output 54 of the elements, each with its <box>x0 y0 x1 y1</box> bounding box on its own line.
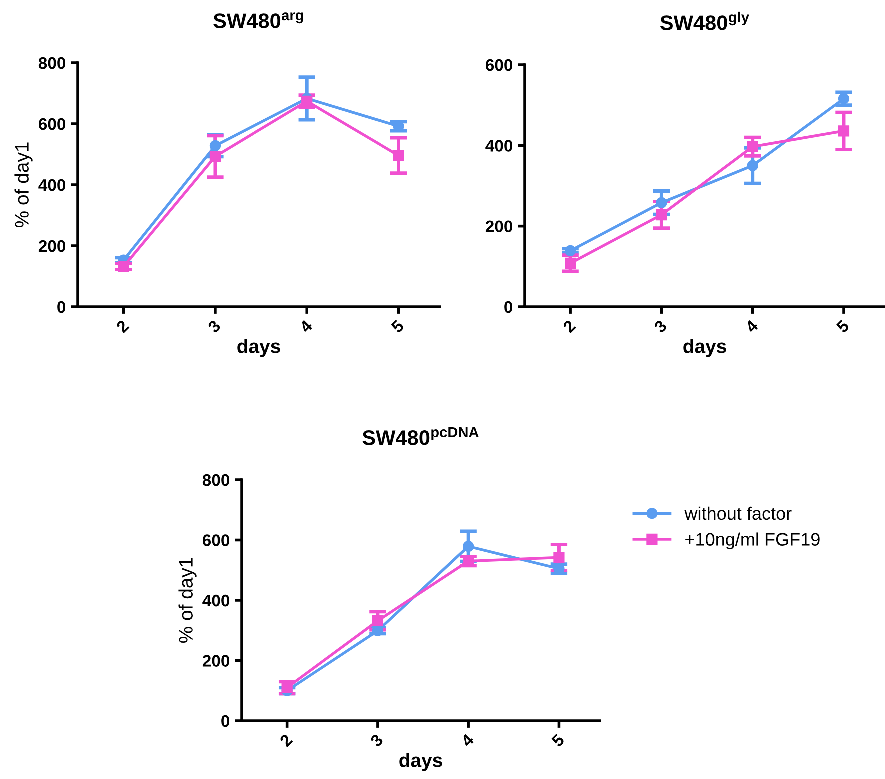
x-tick-label: 2 <box>116 320 130 334</box>
x-tick-label: 3 <box>207 320 222 334</box>
point <box>565 245 576 256</box>
y-tick-label: 600 <box>39 118 66 130</box>
point <box>282 682 293 694</box>
y-axis-title: % of day1 <box>178 558 197 644</box>
x-tick-label: 4 <box>460 733 475 748</box>
point <box>747 160 758 172</box>
chart-title: SW480$^{gly}$ <box>660 12 750 30</box>
y-tick-label: 200 <box>202 655 230 667</box>
y-tick-label: 600 <box>203 534 230 546</box>
y-tick-label: 0 <box>504 301 513 314</box>
x-tick-label: 3 <box>370 734 384 748</box>
y-axis-title: % of day1 <box>14 142 33 228</box>
x-axis-title: days <box>684 339 726 358</box>
x-tick-label: 5 <box>551 734 566 748</box>
y-tick-label: 400 <box>486 140 513 152</box>
x-tick-label: 4 <box>298 319 314 334</box>
point <box>372 615 384 627</box>
x-tick-label: 5 <box>390 320 405 334</box>
point <box>838 93 850 104</box>
point <box>747 141 758 152</box>
point <box>656 209 668 221</box>
point <box>554 552 565 564</box>
x-tick-label: 2 <box>562 320 576 334</box>
chart-title: SW480$^{pcDNA}$ <box>362 427 479 446</box>
x-axis-title: days <box>238 339 280 358</box>
point <box>463 541 474 552</box>
legend-label: without factor <box>684 506 792 520</box>
x-tick-label: 4 <box>744 319 760 334</box>
x-tick-label: 3 <box>654 320 668 334</box>
point <box>372 625 384 636</box>
point <box>210 151 222 162</box>
y-tick-label: 600 <box>486 59 513 72</box>
y-tick-label: 0 <box>222 715 230 728</box>
y-tick-label: 200 <box>486 220 513 233</box>
point <box>393 150 404 162</box>
y-tick-label: 0 <box>58 301 66 314</box>
point <box>565 258 576 269</box>
point <box>302 96 313 107</box>
y-tick-label: 800 <box>38 57 66 70</box>
point <box>838 126 850 137</box>
point <box>210 140 222 152</box>
y-tick-label: 400 <box>202 594 230 607</box>
y-tick-label: 800 <box>202 474 230 486</box>
x-axis-title: days <box>400 753 442 772</box>
point <box>656 197 668 208</box>
x-tick-label: 5 <box>836 320 850 334</box>
point <box>118 261 130 272</box>
y-tick-label: 400 <box>38 179 66 192</box>
legend-label: +10ng/ml FGF19 <box>686 532 820 550</box>
x-tick-label: 2 <box>279 734 294 748</box>
chart-title: SW480$^{arg}$ <box>214 12 304 28</box>
y-tick-label: 200 <box>38 240 66 252</box>
